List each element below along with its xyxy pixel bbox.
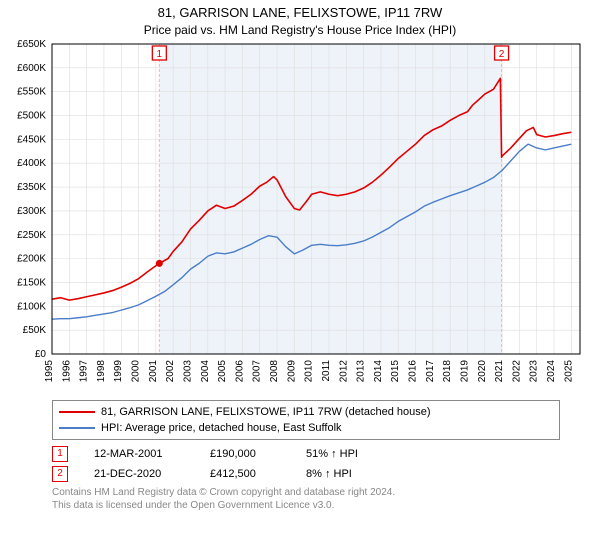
svg-text:£650K: £650K bbox=[17, 39, 46, 50]
legend-swatch bbox=[59, 427, 95, 429]
figure: 81, GARRISON LANE, FELIXSTOWE, IP11 7RW … bbox=[0, 0, 600, 560]
title-subtitle: Price paid vs. HM Land Registry's House … bbox=[0, 22, 600, 38]
marker-box: 2 bbox=[52, 466, 68, 482]
legend-label: HPI: Average price, detached house, East… bbox=[101, 422, 342, 434]
svg-text:£600K: £600K bbox=[17, 63, 46, 74]
svg-text:2017: 2017 bbox=[425, 359, 436, 382]
svg-text:1997: 1997 bbox=[79, 359, 90, 382]
svg-text:2012: 2012 bbox=[338, 359, 349, 382]
svg-text:2001: 2001 bbox=[148, 359, 159, 382]
svg-text:£200K: £200K bbox=[17, 253, 46, 264]
svg-text:2014: 2014 bbox=[373, 359, 384, 382]
svg-text:2015: 2015 bbox=[390, 359, 401, 382]
legend-label: 81, GARRISON LANE, FELIXSTOWE, IP11 7RW … bbox=[101, 406, 431, 418]
marker-row: 1 12-MAR-2001 £190,000 51% ↑ HPI bbox=[52, 444, 560, 464]
svg-text:2006: 2006 bbox=[234, 359, 245, 382]
footnote: Contains HM Land Registry data © Crown c… bbox=[52, 486, 560, 512]
marker-row: 2 21-DEC-2020 £412,500 8% ↑ HPI bbox=[52, 464, 560, 484]
svg-text:2019: 2019 bbox=[459, 359, 470, 382]
svg-text:£500K: £500K bbox=[17, 110, 46, 121]
marker-box: 1 bbox=[52, 446, 68, 462]
svg-text:2000: 2000 bbox=[131, 359, 142, 382]
svg-text:2002: 2002 bbox=[165, 359, 176, 382]
svg-text:£0: £0 bbox=[35, 349, 47, 360]
chart: £0 £50K £100K £150K £200K £250K £300K £350K £400… bbox=[0, 38, 600, 398]
legend-swatch bbox=[59, 411, 95, 413]
svg-text:2013: 2013 bbox=[356, 359, 367, 382]
svg-text:2024: 2024 bbox=[546, 359, 557, 382]
svg-text:2018: 2018 bbox=[442, 359, 453, 382]
marker-date: 21-DEC-2020 bbox=[94, 468, 184, 480]
marker-date: 12-MAR-2001 bbox=[94, 448, 184, 460]
svg-text:1996: 1996 bbox=[61, 359, 72, 382]
marker-delta: 8% ↑ HPI bbox=[306, 468, 396, 480]
legend-row: 81, GARRISON LANE, FELIXSTOWE, IP11 7RW … bbox=[59, 404, 553, 420]
svg-text:£250K: £250K bbox=[17, 230, 46, 241]
svg-text:£350K: £350K bbox=[17, 182, 46, 193]
legend-row: HPI: Average price, detached house, East… bbox=[59, 420, 553, 436]
svg-text:1995: 1995 bbox=[44, 359, 55, 382]
marker-table: 1 12-MAR-2001 £190,000 51% ↑ HPI 2 21-DE… bbox=[52, 444, 560, 484]
svg-text:£50K: £50K bbox=[23, 325, 47, 336]
title-address: 81, GARRISON LANE, FELIXSTOWE, IP11 7RW bbox=[0, 4, 600, 22]
svg-text:2: 2 bbox=[499, 49, 505, 60]
marker-delta: 51% ↑ HPI bbox=[306, 448, 396, 460]
svg-text:1999: 1999 bbox=[113, 359, 124, 382]
svg-text:2022: 2022 bbox=[511, 359, 522, 382]
svg-text:2004: 2004 bbox=[200, 359, 211, 382]
svg-text:2010: 2010 bbox=[304, 359, 315, 382]
svg-text:£400K: £400K bbox=[17, 158, 46, 169]
title-block: 81, GARRISON LANE, FELIXSTOWE, IP11 7RW … bbox=[0, 0, 600, 38]
svg-text:2003: 2003 bbox=[182, 359, 193, 382]
svg-text:2005: 2005 bbox=[217, 359, 228, 382]
svg-text:£450K: £450K bbox=[17, 134, 46, 145]
svg-text:2008: 2008 bbox=[269, 359, 280, 382]
legend: 81, GARRISON LANE, FELIXSTOWE, IP11 7RW … bbox=[52, 400, 560, 440]
svg-text:£550K: £550K bbox=[17, 86, 46, 97]
svg-text:2009: 2009 bbox=[286, 359, 297, 382]
footnote-line: This data is licensed under the Open Gov… bbox=[52, 499, 560, 512]
svg-text:2021: 2021 bbox=[494, 359, 505, 382]
marker-price: £412,500 bbox=[210, 468, 280, 480]
footnote-line: Contains HM Land Registry data © Crown c… bbox=[52, 486, 560, 499]
svg-text:2016: 2016 bbox=[408, 359, 419, 382]
svg-text:£100K: £100K bbox=[17, 301, 46, 312]
marker-price: £190,000 bbox=[210, 448, 280, 460]
svg-text:£150K: £150K bbox=[17, 277, 46, 288]
svg-text:2025: 2025 bbox=[563, 359, 574, 382]
svg-text:2023: 2023 bbox=[529, 359, 540, 382]
svg-text:1: 1 bbox=[157, 49, 163, 60]
svg-text:£300K: £300K bbox=[17, 206, 46, 217]
svg-text:2020: 2020 bbox=[477, 359, 488, 382]
svg-text:2007: 2007 bbox=[252, 359, 263, 382]
svg-text:1998: 1998 bbox=[96, 359, 107, 382]
svg-text:2011: 2011 bbox=[321, 359, 332, 381]
